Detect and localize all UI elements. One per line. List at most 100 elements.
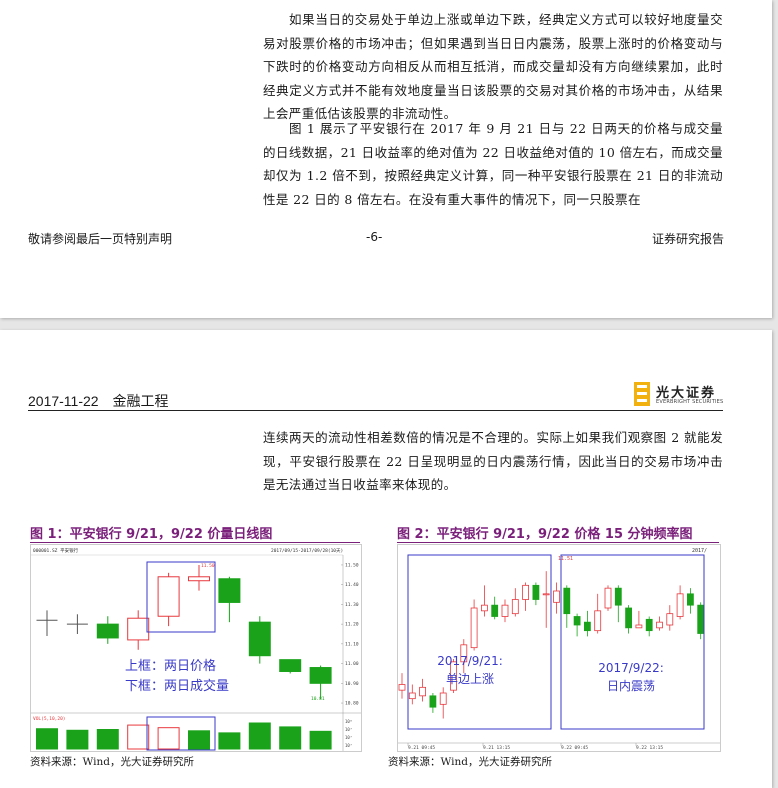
figure2-annotation-left-date: 2017/9/21: — [437, 654, 503, 668]
figure2-intraday-chart: 2017/ 9.21 09:45 9.21 13:15 9.22 09:45 9.22… — [397, 544, 721, 752]
figure1-candle-body — [127, 617, 150, 641]
figure1-y-tick: 11.10 — [345, 641, 359, 647]
everbright-logo: 光大证券 EVERBRIGHT SECURITIES — [634, 382, 726, 408]
figure1-candle-body — [157, 576, 180, 617]
figure1-volume-box — [146, 716, 216, 751]
figure1-header-date: 2017/09/15-2017/09/28(10天) — [271, 548, 343, 554]
figure1-vol-tick: 10⁷ — [345, 727, 352, 732]
figure2-title-rule — [397, 542, 719, 543]
figure1-y-tick: 11.00 — [345, 661, 359, 667]
figure2-candle-body — [635, 624, 643, 629]
figure1-y-tick: 10.80 — [345, 701, 359, 707]
page-six: 如果当日的交易处于单边上涨或单边下跌，经典定义方式可以较好地度量交易对股票价格的… — [0, 0, 772, 318]
figure2-svg: 2017/ 9.21 09:45 9.21 13:15 9.22 09:45 9.22… — [398, 548, 720, 751]
figure1-candle-body — [248, 621, 271, 657]
footer-disclaimer: 敬请参阅最后一页特别声明 — [28, 232, 173, 246]
figure1-volume-bar — [36, 728, 58, 750]
figure2-candle-body — [511, 599, 519, 615]
figure1-annotation-bottom: 下框：两日成交量 — [125, 678, 229, 694]
figure2-candle-body — [614, 587, 622, 606]
figure1-volume-bar — [218, 732, 241, 750]
logo-text-cn: 光大证券 — [656, 386, 717, 401]
figure1-volume-bar — [96, 729, 119, 750]
footer-report-type: 证券研究报告 — [652, 232, 725, 246]
figure2-annotation-right-date: 2017/9/22: — [598, 661, 664, 675]
figure2-box-0921 — [407, 554, 552, 730]
figure1-vol-tick: 10⁷ — [345, 735, 352, 740]
figure2-candle-body — [583, 621, 591, 632]
figure1-volume-bar — [279, 726, 302, 750]
everbright-logo-icon — [634, 382, 650, 406]
figure2-candle-body — [439, 692, 447, 705]
figure1-vol-tick: 10⁸ — [345, 719, 352, 724]
paragraph-intraday-oscillation: 连续两天的流动性相差数倍的情况是不合理的。实际上如果我们观察图 2 就能发现，平… — [263, 430, 723, 493]
figure2-candle-body — [470, 607, 478, 649]
figure2-x-tick: 9.22 13:15 — [636, 745, 663, 751]
figure1-y-tick: 10.90 — [345, 681, 359, 687]
figure2-candle-body — [594, 610, 602, 632]
figure2-box-0922 — [560, 554, 705, 730]
figure1-price-box — [146, 561, 216, 633]
figure1-source: 资料来源：Wind，光大证券研究所 — [30, 756, 194, 768]
figure1-vol-tick: 10⁷ — [345, 743, 352, 748]
report-date: 2017-11-22 — [28, 393, 99, 409]
page-number: -6- — [366, 230, 383, 244]
figure2-corner-date: 2017/ — [692, 548, 707, 554]
figure1-candle-body — [309, 667, 332, 684]
figure2-candle-body — [481, 604, 488, 612]
header-divider — [28, 410, 723, 411]
figure2-candle-body — [625, 607, 633, 629]
figure2-candle-body — [408, 692, 416, 700]
figure2-candle-body — [450, 661, 457, 691]
figure2-candle-body — [542, 593, 550, 596]
figure1-annotation-top: 上框：两日价格 — [125, 658, 216, 674]
figure2-candle-body — [645, 618, 653, 632]
figure1-vol-tag: VOL(5,10,20) — [33, 716, 66, 722]
figure2-title: 图 2：平安银行 9/21，9/22 价格 15 分钟频率图 — [397, 527, 693, 542]
figure1-y-tick: 11.40 — [345, 582, 359, 588]
figure1-daily-chart: 000001.SZ 平安银行 2017/09/15-2017/09/28(10天… — [30, 544, 362, 752]
figure2-candle-body — [522, 584, 529, 600]
figure1-volume-bar — [188, 730, 210, 750]
figure1-header-symbol: 000001.SZ 平安银行 — [33, 547, 79, 554]
figure1-svg: 000001.SZ 平安银行 2017/09/15-2017/09/28(10天… — [31, 547, 361, 751]
figure2-x-tick: 9.21 09:45 — [408, 745, 435, 751]
figure2-candle-body — [686, 593, 694, 606]
figure2-candle-body — [460, 644, 468, 663]
figure1-low-tag: 10.81 — [311, 696, 325, 702]
figure1-volume-bar — [127, 724, 150, 750]
figure1-volume-bar — [157, 727, 180, 750]
figure2-x-tick: 9.22 09:45 — [561, 745, 588, 751]
figure2-candle-body — [553, 590, 560, 603]
figure2-candle-body — [501, 604, 509, 617]
figure2-source: 资料来源：Wind，光大证券研究所 — [388, 756, 552, 768]
figure1-title: 图 1：平安银行 9/21，9/22 价量日线图 — [30, 527, 273, 542]
page-seven: 2017-11-22 金融工程 光大证券 EVERBRIGHT SECURITI… — [0, 330, 772, 788]
figure1-candle-body — [188, 576, 210, 582]
figure1-volume-bar — [248, 722, 271, 750]
figure2-candle-body — [666, 613, 674, 626]
figure1-volume-bar — [66, 729, 89, 750]
figure1-price-tag: 11.50 — [201, 563, 215, 569]
figure2-candle-body — [676, 593, 684, 617]
figure2-candle-body — [656, 621, 663, 629]
figure2-candle-body — [532, 584, 540, 600]
figure2-candle-body — [419, 686, 427, 697]
figure2-annotation-right-desc: 日内震荡 — [607, 679, 655, 693]
paragraph-market-impact: 如果当日的交易处于单边上涨或单边下跌，经典定义方式可以较好地度量交易对股票价格的… — [263, 12, 723, 122]
figure2-candle-body — [429, 695, 437, 708]
figure1-volume-bar — [309, 730, 332, 750]
figure1-candle-body — [218, 578, 241, 603]
paragraph-figure1-description: 图 1 展示了平安银行在 2017 年 9 月 21 日与 22 日两天的价格与… — [263, 121, 723, 207]
figure2-candle-body — [491, 604, 499, 617]
figure1-y-tick: 11.20 — [345, 622, 359, 628]
figure1-y-tick: 11.50 — [345, 562, 359, 568]
figure2-x-tick: 9.21 13:15 — [483, 745, 510, 751]
figure1-candle-body — [96, 623, 119, 639]
figure1-title-rule — [30, 542, 360, 543]
figure1-candle-body — [279, 659, 302, 672]
figure2-candle-body — [573, 616, 581, 626]
figure2-candle-body — [398, 684, 406, 691]
report-section: 金融工程 — [112, 393, 169, 409]
figure2-price-tag: 11.51 — [558, 556, 573, 562]
